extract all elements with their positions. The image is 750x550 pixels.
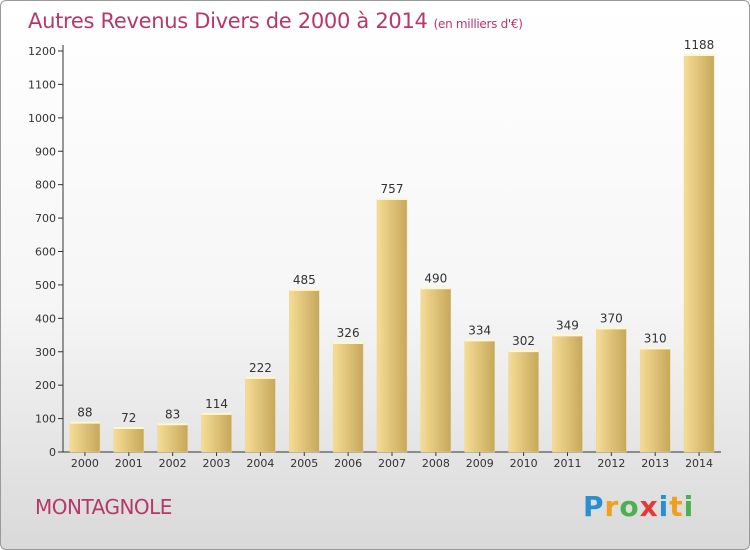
data-label: 485 — [293, 273, 316, 287]
city-name: MONTAGNOLE — [35, 495, 172, 519]
bar — [245, 377, 276, 453]
data-label: 490 — [424, 271, 447, 285]
data-label: 88 — [77, 406, 92, 420]
bar — [639, 348, 671, 453]
chart-subtitle: (en milliers d'€) — [433, 17, 523, 31]
x-tick-label: 2000 — [71, 457, 99, 470]
data-label: 72 — [121, 411, 136, 425]
x-tick-label: 2013 — [641, 457, 669, 470]
axes: 0 100 200 300 400 500 600 700 800 900 1000 1100 1200… — [28, 45, 721, 470]
data-label: 222 — [249, 361, 272, 375]
x-tick-label: 2004 — [246, 457, 274, 470]
chart-title-text: Autres Revenus Divers de 2000 à 2014 — [28, 9, 428, 33]
y-tick-label: 100 — [35, 413, 56, 426]
x-tick-label: 2003 — [203, 457, 231, 470]
bar — [420, 288, 452, 453]
y-tick-label: 1100 — [28, 78, 56, 91]
bar — [596, 328, 627, 453]
x-tick-label: 2008 — [422, 457, 450, 470]
y-tick-label: 600 — [35, 246, 56, 259]
x-tick-label: 2009 — [466, 457, 494, 470]
y-tick-label: 1000 — [28, 112, 56, 125]
x-tick-label: 2011 — [553, 457, 581, 470]
bar — [552, 335, 583, 453]
x-tick-label: 2012 — [597, 457, 625, 470]
y-tick-label: 1200 — [28, 45, 56, 58]
data-label: 334 — [468, 323, 491, 337]
y-tick-label: 900 — [35, 145, 56, 158]
data-label: 310 — [644, 331, 667, 345]
bar — [508, 350, 539, 453]
chart-title: Autres Revenus Divers de 2000 à 2014 (en … — [28, 9, 523, 33]
proxiti-logo[interactable]: Proxiti — [583, 490, 695, 523]
x-tick-label: 2005 — [290, 457, 318, 470]
y-tick-label: 400 — [35, 312, 56, 325]
bar — [157, 424, 188, 453]
y-tick-label: 300 — [35, 346, 56, 359]
y-tick-label: 200 — [35, 379, 56, 392]
bar — [683, 54, 715, 453]
x-tick-label: 2006 — [334, 457, 362, 470]
x-tick-label: 2002 — [159, 457, 187, 470]
x-tick-label: 2001 — [115, 457, 143, 470]
x-tick-label: 2010 — [510, 457, 538, 470]
bar — [332, 342, 364, 453]
bars: 88 72 83 114 222 485 326 757 490 334 302 349 370 310 1… — [69, 38, 715, 453]
bar — [376, 198, 408, 453]
data-label: 757 — [381, 182, 404, 196]
y-tick-label: 800 — [35, 179, 56, 192]
bar — [113, 427, 145, 453]
data-label: 349 — [556, 318, 579, 332]
data-label: 326 — [337, 326, 360, 340]
data-label: 114 — [205, 397, 228, 411]
bar — [289, 289, 320, 453]
y-tick-label: 500 — [35, 279, 56, 292]
data-label: 1188 — [684, 38, 715, 52]
bar — [201, 413, 232, 453]
bar — [69, 422, 101, 453]
x-tick-label: 2014 — [685, 457, 713, 470]
data-label: 302 — [512, 334, 535, 348]
data-label: 370 — [600, 311, 623, 325]
data-label: 83 — [165, 407, 180, 421]
x-tick-label: 2007 — [378, 457, 406, 470]
bar — [464, 340, 495, 453]
y-tick-label: 0 — [49, 446, 56, 459]
y-tick-label: 700 — [35, 212, 56, 225]
